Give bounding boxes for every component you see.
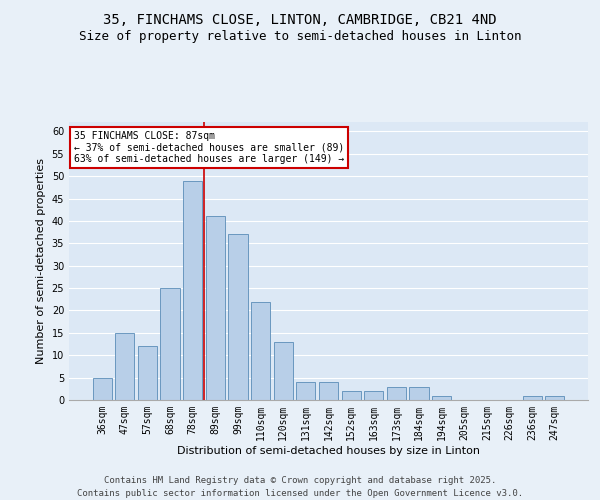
Bar bbox=[296, 382, 316, 400]
Bar bbox=[274, 342, 293, 400]
Text: Contains public sector information licensed under the Open Government Licence v3: Contains public sector information licen… bbox=[77, 488, 523, 498]
Bar bbox=[183, 180, 202, 400]
Bar bbox=[160, 288, 180, 400]
Bar bbox=[409, 386, 428, 400]
Bar bbox=[523, 396, 542, 400]
Bar bbox=[319, 382, 338, 400]
Text: Size of property relative to semi-detached houses in Linton: Size of property relative to semi-detach… bbox=[79, 30, 521, 43]
Y-axis label: Number of semi-detached properties: Number of semi-detached properties bbox=[36, 158, 46, 364]
Bar bbox=[341, 391, 361, 400]
Bar bbox=[251, 302, 270, 400]
Bar bbox=[138, 346, 157, 400]
Text: 35 FINCHAMS CLOSE: 87sqm
← 37% of semi-detached houses are smaller (89)
63% of s: 35 FINCHAMS CLOSE: 87sqm ← 37% of semi-d… bbox=[74, 131, 344, 164]
Bar bbox=[387, 386, 406, 400]
Bar bbox=[92, 378, 112, 400]
Bar bbox=[229, 234, 248, 400]
Bar bbox=[545, 396, 565, 400]
X-axis label: Distribution of semi-detached houses by size in Linton: Distribution of semi-detached houses by … bbox=[177, 446, 480, 456]
Bar bbox=[432, 396, 451, 400]
Bar bbox=[364, 391, 383, 400]
Text: Contains HM Land Registry data © Crown copyright and database right 2025.: Contains HM Land Registry data © Crown c… bbox=[104, 476, 496, 485]
Bar bbox=[206, 216, 225, 400]
Bar bbox=[115, 333, 134, 400]
Text: 35, FINCHAMS CLOSE, LINTON, CAMBRIDGE, CB21 4ND: 35, FINCHAMS CLOSE, LINTON, CAMBRIDGE, C… bbox=[103, 12, 497, 26]
